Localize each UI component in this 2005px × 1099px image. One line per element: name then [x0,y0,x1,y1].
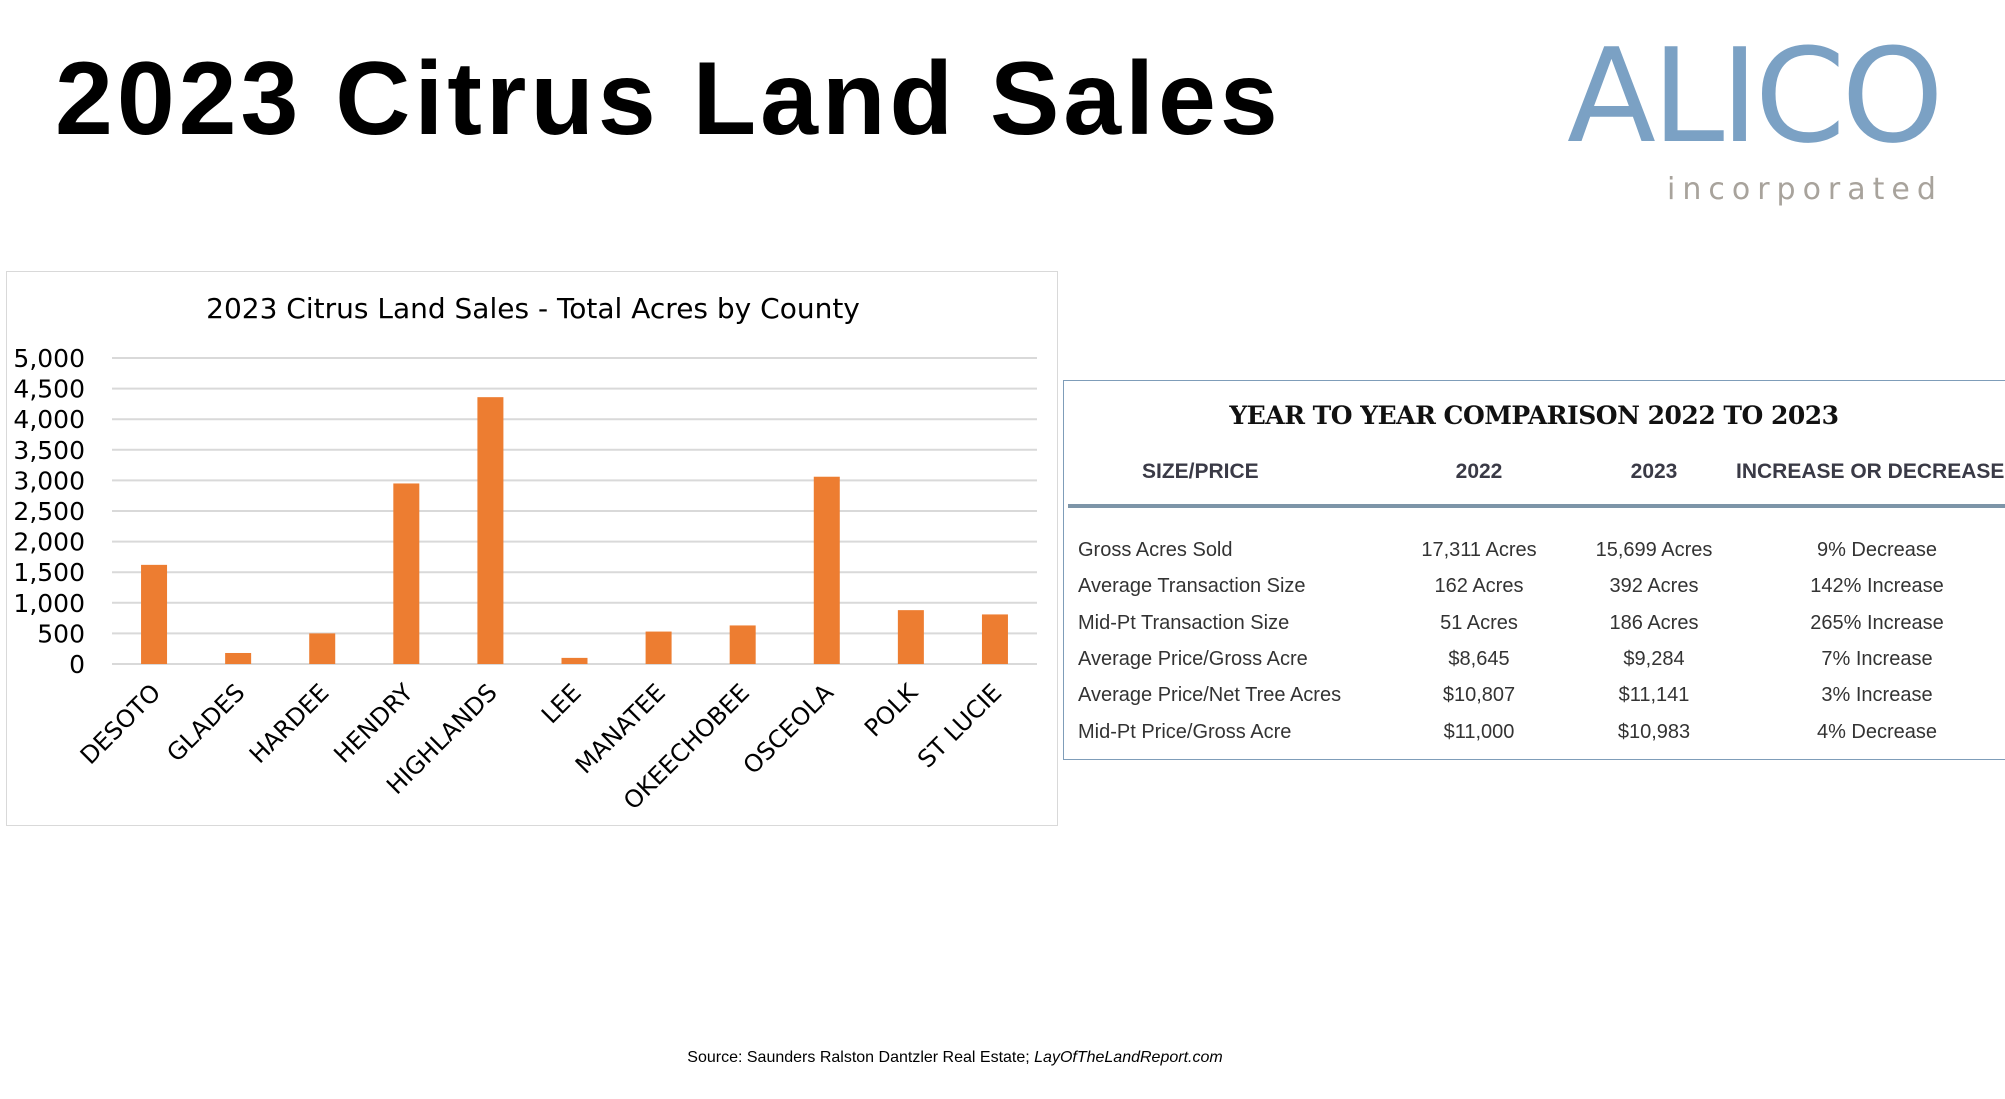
row-label: Average Transaction Size [1078,575,1306,598]
x-tick-label: ST LUCIE [912,678,1007,773]
page-title: 2023 Citrus Land Sales [55,41,1282,157]
change: 7% Increase [1821,647,1933,670]
source-note: Source: Saunders Ralston Dantzler Real E… [0,1048,1910,1068]
bar [477,397,504,664]
y-tick-label: 3,000 [13,466,85,495]
header-divider [1068,504,2005,508]
y-tick-label: 2,000 [13,528,85,557]
bar [309,633,336,664]
source-link: LayOfTheLandReport.com [1034,1049,1223,1066]
logo-sub-text: incorporated [1667,172,1943,207]
gridlines [112,357,1037,665]
y-tick-label: 4,500 [13,375,85,404]
value-2023: $10,983 [1617,720,1691,743]
change: 4% Decrease [1816,720,1938,743]
comparison-table: YEAR TO YEAR COMPARISON 2022 TO 2023 SIZ… [1063,380,2005,760]
value-2022: 51 Acres [1440,611,1518,634]
x-tick-label: POLK [859,678,924,743]
value-2022: $11,000 [1443,720,1515,743]
header-2023: 2023 [1630,460,1678,483]
table-row: Average Transaction Size 162 Acres 392 Acr… [1064,573,2005,603]
bar [561,657,588,664]
bar [897,610,924,664]
row-label: Mid-Pt Transaction Size [1078,611,1290,634]
bar-chart: 2023 Citrus Land Sales - Total Acres by … [6,271,1058,826]
value-2023: 392 Acres [1609,575,1699,598]
value-2022: $8,645 [1448,647,1510,670]
bar [729,625,756,664]
table-row: Mid-Pt Transaction Size 51 Acres 186 Acres… [1064,610,2005,640]
value-2022: $10,807 [1442,684,1516,707]
table-row: Average Price/Gross Acre $8,645 $9,284 7% I… [1064,646,2005,676]
bar [141,564,168,664]
bar [225,652,252,664]
row-label: Average Price/Gross Acre [1078,647,1308,670]
change: 265% Increase [1810,611,1944,634]
bar [813,476,840,664]
y-tick-label: 2,500 [13,497,85,526]
value-2023: 186 Acres [1609,611,1699,634]
row-label: Gross Acres Sold [1078,539,1233,561]
chart-title: 2023 Citrus Land Sales - Total Acres by … [206,292,860,325]
y-tick-label: 4,000 [13,405,85,434]
table-title: YEAR TO YEAR COMPARISON 2022 TO 2023 [1229,401,1839,430]
header-change: INCREASE OR DECREASE [1736,460,2005,483]
bar [981,614,1008,664]
y-tick-label: 3,500 [13,436,85,465]
value-2023: $9,284 [1623,647,1685,670]
x-tick-label: LEE [536,678,587,729]
x-tick-label: HARDEE [244,678,334,768]
x-tick-label: GLADES [161,678,250,767]
logo-main-text: ALICO [1567,20,1944,172]
value-2023: 15,699 Acres [1595,539,1713,561]
y-tick-label: 0 [69,650,85,679]
y-tick-label: 1,000 [13,589,85,618]
y-tick-label: 5,000 [13,344,85,373]
table-row: Mid-Pt Price/Gross Acre $11,000 $10,983 4% … [1064,719,2005,749]
row-label: Average Price/Net Tree Acres [1078,684,1342,707]
y-tick-labels: 05001,0001,5002,0002,5003,0003,5004,0004… [13,344,85,679]
table-row: Average Price/Net Tree Acres $10,807 $11,1… [1064,682,2005,712]
value-2022: 17,311 Acres [1421,539,1537,561]
table-row: Gross Acres Sold 17,311 Acres 15,699 Acres… [1064,537,2005,567]
x-tick-label: OSCEOLA [738,678,840,780]
y-tick-label: 500 [37,619,85,648]
row-label: Mid-Pt Price/Gross Acre [1078,720,1292,743]
bars [141,397,1008,664]
header-size-price: SIZE/PRICE [1142,460,1259,483]
change: 3% Increase [1821,684,1933,707]
alico-logo: ALICO incorporated [1567,30,1977,210]
header-2022: 2022 [1455,460,1503,483]
bar [393,483,420,664]
source-text: Source: Saunders Ralston Dantzler Real E… [687,1049,1035,1066]
x-tick-label: DESOTO [75,678,166,769]
y-tick-label: 1,500 [13,558,85,587]
bar [645,631,672,664]
value-2023: $11,141 [1618,684,1690,707]
value-2022: 162 Acres [1434,575,1524,598]
chart-svg: 2023 Citrus Land Sales - Total Acres by … [13,292,1037,816]
change: 142% Increase [1810,575,1944,598]
change: 9% Decrease [1816,539,1938,561]
